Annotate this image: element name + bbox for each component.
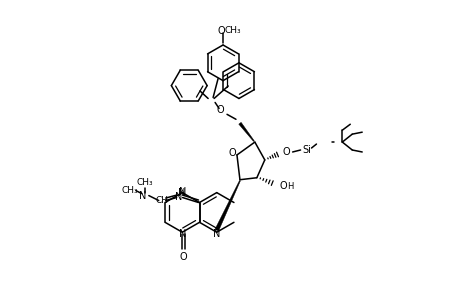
Text: CH₃: CH₃ [121,186,138,195]
Text: N: N [139,190,146,201]
Text: Si: Si [302,145,310,155]
Text: O: O [282,147,290,157]
Text: O: O [179,252,187,262]
Polygon shape [238,122,254,141]
Text: CH: CH [155,196,168,205]
Text: N: N [213,229,220,239]
Text: N: N [177,188,185,198]
Text: N: N [174,192,182,202]
Text: O: O [279,181,287,191]
Text: N: N [178,187,185,196]
Text: O: O [217,26,224,36]
Text: CH₃: CH₃ [224,26,241,34]
Text: N: N [178,229,185,239]
Text: CH₃: CH₃ [136,178,153,187]
Text: O: O [216,105,224,116]
Text: H: H [287,182,293,191]
Polygon shape [214,181,240,231]
Text: O: O [228,148,235,158]
